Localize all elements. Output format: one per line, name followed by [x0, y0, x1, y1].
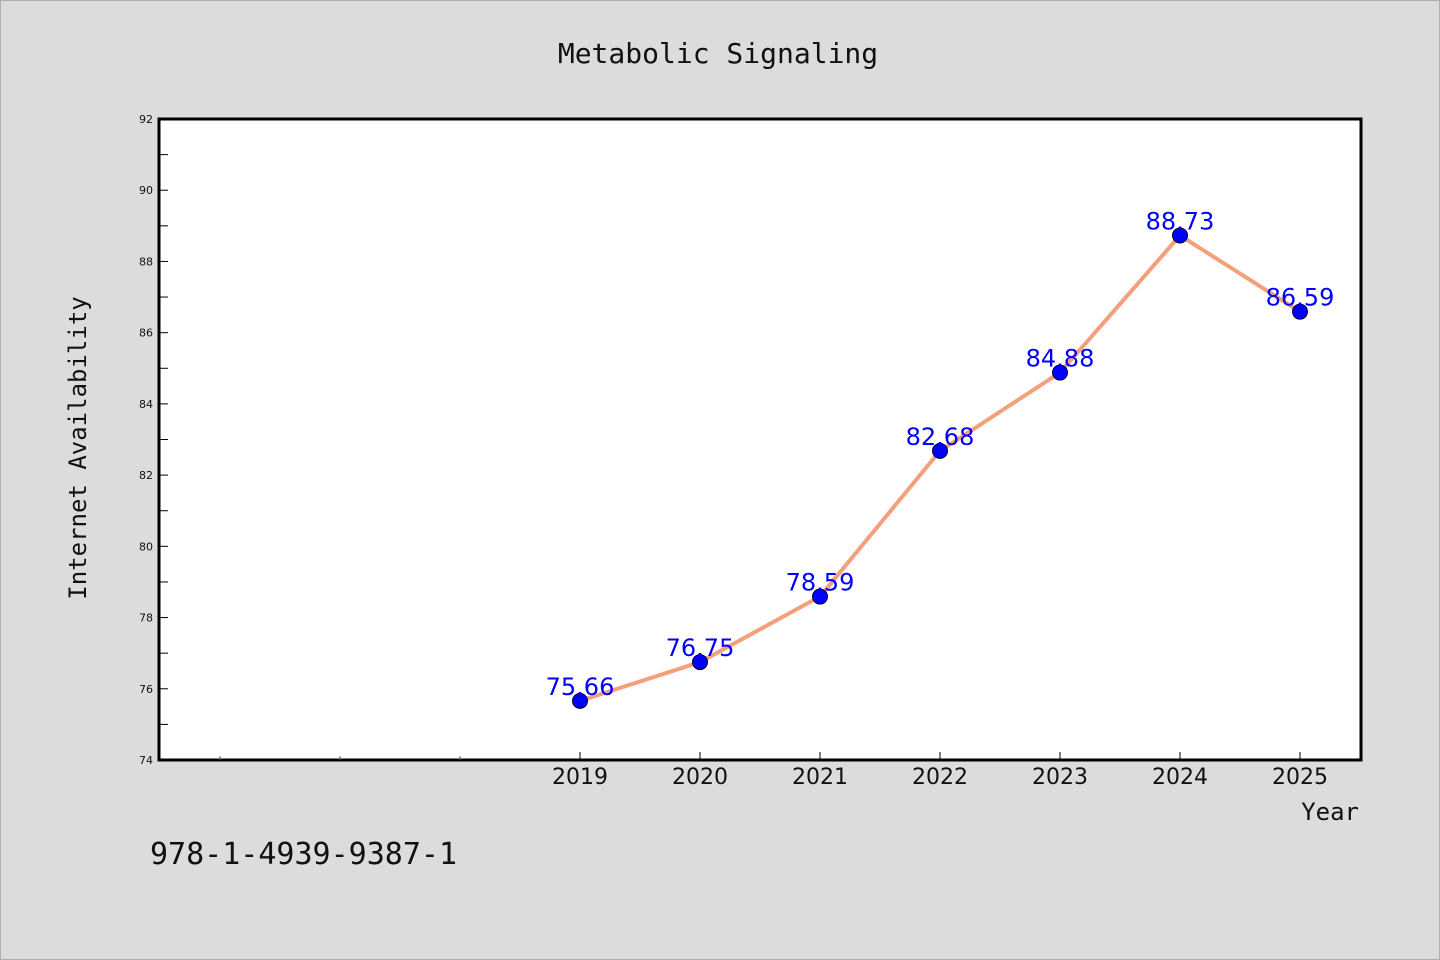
y-tick-label: 76 — [139, 683, 153, 696]
y-tick-label: 90 — [139, 184, 153, 197]
y-tick-label: 80 — [139, 540, 153, 553]
footer-isbn: 978-1-4939-9387-1 — [150, 837, 457, 872]
y-axis-ticks: 74 76 78 80 82 84 86 88 90 92 — [139, 113, 168, 767]
x-tick-label: 2023 — [1032, 765, 1088, 790]
y-tick-label: 92 — [139, 113, 153, 126]
data-value-label: 76.75 — [666, 634, 735, 662]
x-tick-label: 2024 — [1152, 765, 1208, 790]
x-tick-label: 2019 — [552, 765, 608, 790]
data-value-label: 75.66 — [546, 673, 615, 701]
chart-title: Metabolic Signaling — [558, 37, 878, 70]
y-tick-label: 84 — [139, 398, 153, 411]
data-point — [812, 588, 828, 605]
data-value-label: 88.73 — [1146, 207, 1215, 235]
data-point — [692, 654, 708, 671]
data-value-label: 78.59 — [786, 569, 855, 597]
x-tick-label: 2020 — [672, 765, 728, 790]
y-axis-label: Internet Availability — [64, 296, 92, 599]
plot-area — [157, 117, 1363, 762]
data-value-label: 82.68 — [906, 423, 975, 451]
data-point — [932, 442, 948, 459]
y-tick-label: 82 — [139, 469, 153, 482]
data-point — [1172, 227, 1188, 244]
data-point — [572, 692, 588, 709]
data-point — [1052, 364, 1068, 381]
data-value-label: 84.88 — [1026, 345, 1095, 373]
x-tick-label: 2022 — [912, 765, 968, 790]
y-tick-label: 78 — [139, 612, 153, 625]
y-tick-label: 88 — [139, 255, 153, 268]
x-axis-label: Year — [1301, 798, 1359, 826]
x-tick-label: 2025 — [1272, 765, 1328, 790]
x-axis-ticks: 2019 2020 2021 2022 2023 2024 2025 — [219, 752, 1328, 790]
y-tick-label: 74 — [139, 754, 153, 767]
y-tick-label: 86 — [139, 327, 153, 340]
data-value-label: 86.59 — [1266, 284, 1335, 312]
x-tick-label: 2021 — [792, 765, 848, 790]
data-point — [1292, 303, 1308, 320]
series-group: 75.66 76.75 78.59 82.68 84.88 88.73 86.59 — [546, 207, 1335, 709]
